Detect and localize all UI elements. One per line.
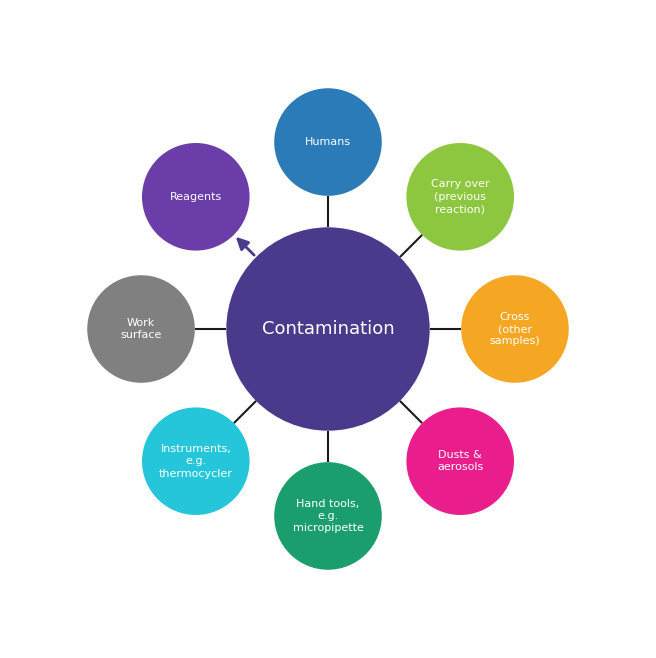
Text: Hand tools,
e.g.
micropipette: Hand tools, e.g. micropipette (293, 499, 363, 534)
Text: Contamination: Contamination (262, 320, 394, 338)
Text: Humans: Humans (305, 137, 351, 147)
Text: Work
surface: Work surface (120, 318, 162, 340)
Text: Instruments,
e.g.
thermocycler: Instruments, e.g. thermocycler (159, 443, 233, 478)
Text: Carry over
(previous
reaction): Carry over (previous reaction) (431, 180, 489, 215)
Text: Reagents: Reagents (170, 191, 222, 202)
Circle shape (461, 275, 569, 383)
Circle shape (87, 275, 195, 383)
Circle shape (142, 143, 249, 251)
Circle shape (142, 407, 249, 515)
Text: Cross
(other
samples): Cross (other samples) (489, 312, 541, 346)
Circle shape (226, 227, 430, 431)
Text: Dusts &
aerosols: Dusts & aerosols (437, 450, 483, 472)
Circle shape (274, 462, 382, 570)
Circle shape (407, 407, 514, 515)
Circle shape (407, 143, 514, 251)
Circle shape (274, 88, 382, 196)
